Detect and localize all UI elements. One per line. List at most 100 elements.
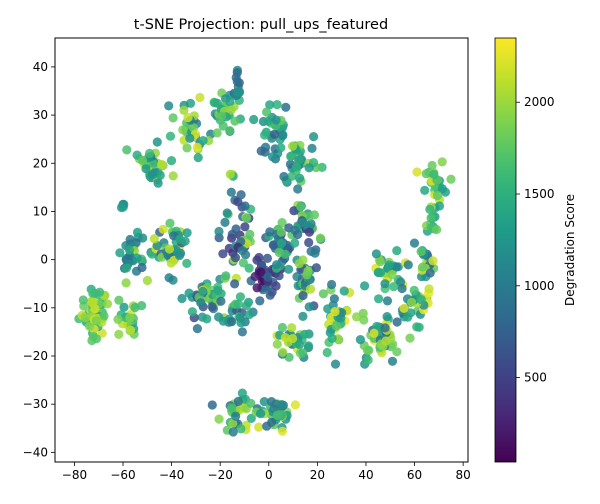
scatter-point bbox=[187, 307, 197, 317]
scatter-point bbox=[428, 256, 438, 266]
scatter-point bbox=[157, 159, 167, 170]
scatter-point bbox=[220, 217, 230, 227]
scatter-point bbox=[267, 152, 278, 162]
scatter-point bbox=[228, 418, 238, 428]
colorbar-gradient bbox=[494, 37, 517, 463]
scatter-point bbox=[278, 347, 288, 357]
scatter-point bbox=[397, 283, 407, 294]
scatter-point bbox=[359, 315, 369, 325]
scatter-point bbox=[184, 288, 194, 298]
scatter-point bbox=[387, 356, 398, 366]
scatter-point bbox=[424, 284, 434, 294]
scatter-point bbox=[389, 282, 399, 292]
x-tick-label: −60 bbox=[110, 468, 135, 482]
scatter-point bbox=[374, 294, 384, 304]
scatter-point bbox=[225, 169, 235, 179]
y-tick-label: 10 bbox=[33, 204, 48, 218]
scatter-point bbox=[119, 302, 129, 312]
scatter-point bbox=[437, 157, 447, 167]
scatter-point bbox=[227, 317, 237, 327]
scatter-point bbox=[262, 107, 272, 117]
scatter-point bbox=[327, 279, 337, 290]
scatter-point bbox=[311, 263, 321, 273]
scatter-point bbox=[207, 400, 217, 410]
scatter-point bbox=[427, 160, 437, 171]
scatter-point bbox=[371, 249, 381, 259]
scatter-point bbox=[271, 115, 281, 125]
scatter-point bbox=[274, 271, 284, 281]
scatter-point bbox=[265, 290, 275, 300]
scatter-point bbox=[304, 302, 314, 312]
scatter-point bbox=[192, 324, 202, 334]
scatter-point bbox=[198, 136, 208, 146]
scatter-point bbox=[174, 250, 185, 261]
scatter-point bbox=[126, 325, 136, 335]
scatter-point bbox=[214, 226, 224, 237]
scatter-point bbox=[298, 217, 308, 227]
scatter-point bbox=[271, 281, 281, 291]
scatter-point bbox=[182, 228, 192, 238]
scatter-point bbox=[270, 129, 280, 139]
scatter-point bbox=[152, 137, 162, 147]
scatter-point bbox=[238, 258, 248, 268]
scatter-point bbox=[278, 130, 288, 140]
scatter-point bbox=[226, 187, 236, 197]
scatter-point bbox=[196, 298, 206, 308]
scatter-point bbox=[425, 204, 435, 214]
scatter-point bbox=[399, 303, 409, 313]
scatter-point bbox=[429, 169, 439, 179]
scatter-point bbox=[406, 297, 417, 307]
scatter-point bbox=[198, 286, 208, 296]
y-axis: −40 −30 −20 −10 0 10 20 30 40 bbox=[23, 60, 55, 459]
scatter-point bbox=[240, 201, 250, 211]
x-tick-label: 0 bbox=[265, 468, 273, 482]
scatter-point bbox=[240, 222, 250, 232]
scatter-point bbox=[164, 273, 174, 283]
scatter-point bbox=[87, 298, 97, 308]
scatter-point bbox=[432, 225, 442, 235]
scatter-point bbox=[260, 130, 270, 140]
scatter-point bbox=[277, 322, 287, 333]
scatter-point bbox=[137, 301, 147, 311]
scatter-point bbox=[113, 314, 123, 324]
scatter-point bbox=[294, 259, 304, 269]
scatter-point bbox=[446, 174, 456, 184]
scatter-point bbox=[182, 258, 192, 268]
scatter-point bbox=[277, 238, 287, 248]
scatter-point bbox=[237, 388, 247, 398]
colorbar-tick-label: 1000 bbox=[524, 279, 555, 293]
scatter-point bbox=[179, 105, 189, 115]
scatter-point bbox=[230, 116, 240, 126]
scatter-point bbox=[293, 184, 303, 194]
scatter-point bbox=[233, 396, 243, 406]
scatter-point bbox=[265, 227, 275, 237]
scatter-point bbox=[193, 153, 203, 163]
scatter-point bbox=[322, 347, 332, 358]
scatter-point bbox=[182, 143, 192, 153]
scatter-point bbox=[226, 105, 236, 115]
scatter-point bbox=[290, 400, 300, 410]
scatter-point bbox=[95, 287, 105, 297]
scatter-point bbox=[137, 262, 147, 273]
scatter-point bbox=[122, 145, 132, 155]
x-tick-label: −40 bbox=[159, 468, 184, 482]
scatter-point bbox=[225, 97, 235, 107]
scatter-point bbox=[216, 111, 227, 121]
scatter-point bbox=[114, 295, 124, 305]
colorbar: 500 1000 1500 2000 Degradation Score bbox=[494, 37, 577, 463]
scatter-point bbox=[272, 339, 282, 349]
scatter-point bbox=[246, 398, 256, 408]
scatter-point bbox=[392, 317, 402, 327]
scatter-point bbox=[114, 329, 124, 339]
scatter-point bbox=[222, 208, 232, 218]
scatter-point bbox=[363, 355, 373, 365]
scatter-point bbox=[125, 234, 135, 245]
scatter-point bbox=[267, 417, 277, 427]
scatter-point bbox=[244, 310, 254, 320]
scatter-point bbox=[298, 311, 308, 321]
scatter-point bbox=[420, 185, 430, 195]
points-layer bbox=[74, 65, 456, 437]
scatter-point bbox=[294, 155, 304, 165]
scatter-point bbox=[116, 202, 127, 213]
